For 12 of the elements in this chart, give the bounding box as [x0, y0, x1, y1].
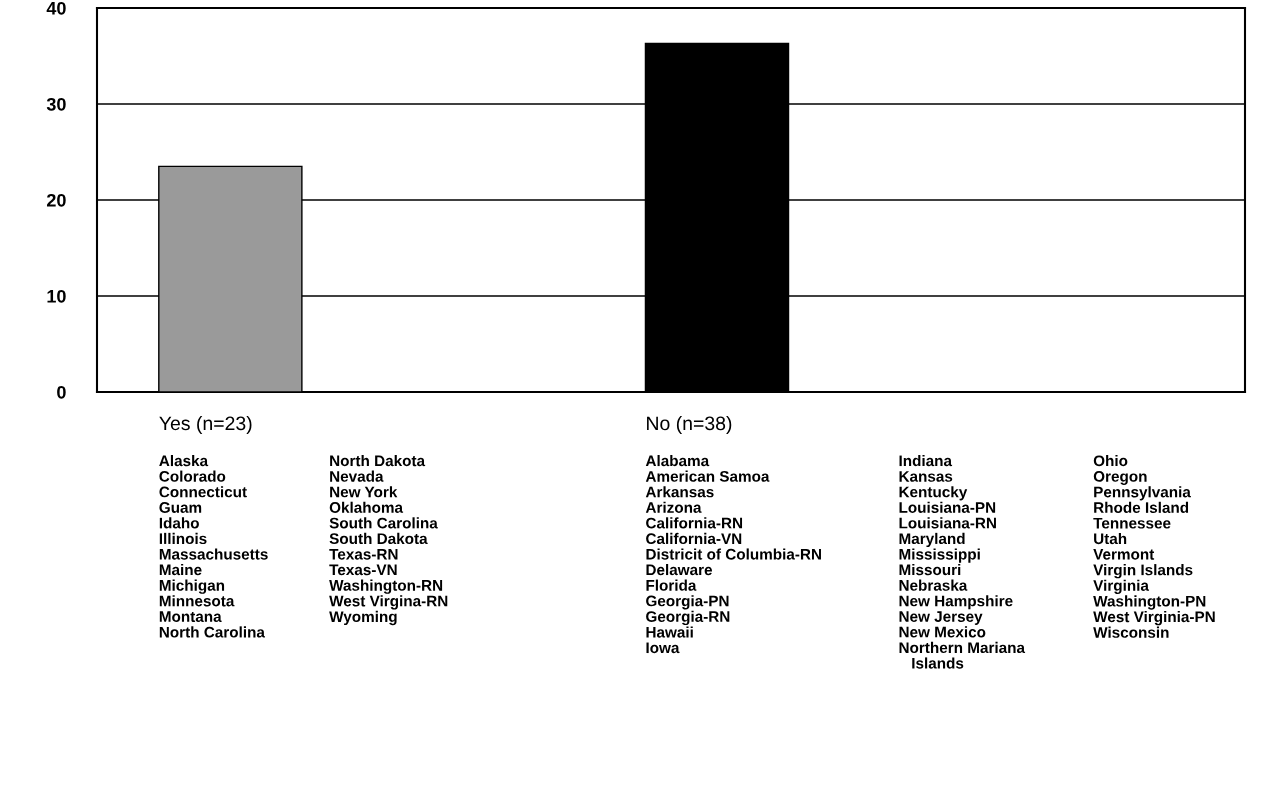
y-tick-label: 10	[47, 289, 66, 303]
text: Alaska Colorado Connecticut Guam Idaho Illinois Massachusetts Maine Michigan Minnesota Montana North Carolina	[159, 455, 268, 638]
text: Ohio Oregon Pennsylvania Rhode Island Tennessee Utah Vermont Virgin Islands Virginia Washington-PN West Virginia-PN Wisconsin	[1093, 455, 1215, 638]
x-tick-label: No (n=38)	[647, 415, 732, 435]
y-tick-label: 0	[57, 385, 66, 399]
y-tick-label: 40	[46, 1, 66, 15]
y-tick-label: 30	[46, 97, 66, 111]
text: Indiana Kansas Kentucky Louisiana-PN Louisiana-RN Maryland Mississippi Missouri Nebraska New Hampshire New Jersey New Mexico Northern Mariana Islands	[899, 455, 1026, 669]
x-tick-label: Yes (n=23)	[159, 415, 252, 435]
text: Alabama American Samoa Arkansas Arizona California-RN California-VN Districit of Columbia-RN Delaware Florida Georgia-PN Georgia-RN Hawaii Iowa	[645, 455, 821, 654]
y-tick-label: 20	[46, 193, 66, 207]
text: North Dakota Nevada New York Oklahoma South Carolina South Dakota Texas-RN Texas-VN Washington-RN West Virgina-RN Wyoming	[329, 455, 448, 626]
